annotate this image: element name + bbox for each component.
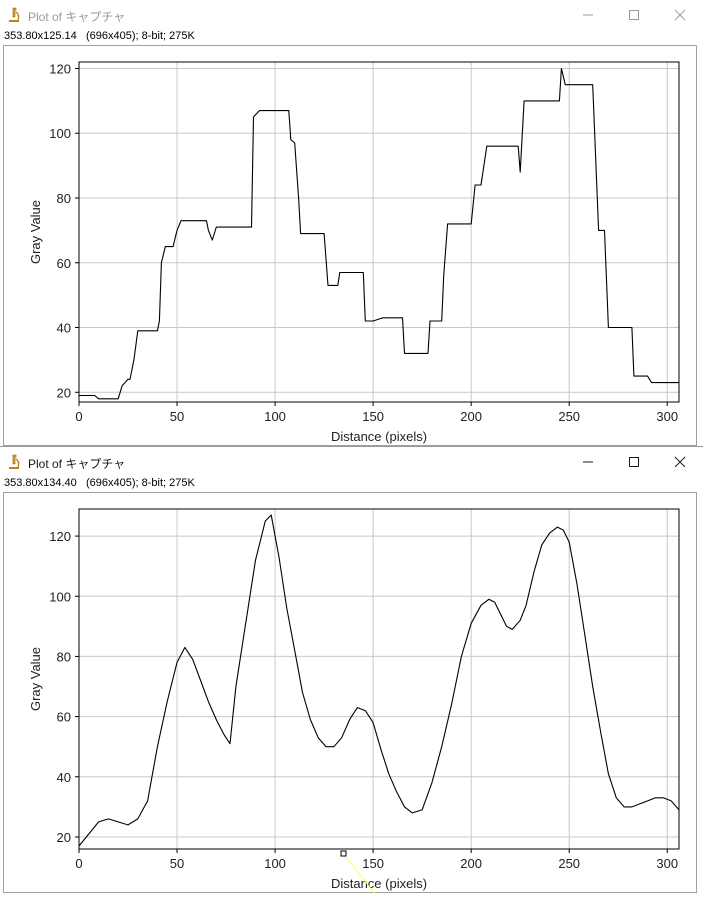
series-line <box>78 514 680 847</box>
x-tick-label: 50 <box>170 409 184 424</box>
image-info: 353.80x134.40 (696x405); 8-bit; 275K <box>4 477 195 489</box>
window-title: Plot of キャプチャ <box>28 457 126 471</box>
x-tick-label: 300 <box>656 409 678 424</box>
maximize-button[interactable] <box>611 0 657 30</box>
microscope-icon <box>9 7 20 22</box>
x-tick-label: 100 <box>264 409 286 424</box>
microscope-icon <box>9 454 20 469</box>
title-bar[interactable]: Plot of キャプチャ <box>0 447 703 477</box>
y-axis-label: Gray Value <box>28 200 43 264</box>
x-tick-label: 250 <box>558 856 580 871</box>
profile-plot[interactable]: 0 50 100 150 200 250 300 20 40 60 80 100 120 Distance… <box>0 0 703 446</box>
y-axis-label: Gray Value <box>28 647 43 711</box>
plot-window-2: Plot of キャプチャ 353.80x134.40 (696x405); 8… <box>0 446 703 893</box>
plot-area <box>78 508 680 850</box>
x-tick-label: 150 <box>362 409 384 424</box>
x-tick-label: 250 <box>558 409 580 424</box>
maximize-icon <box>629 457 639 467</box>
selection-line-marker <box>340 850 375 893</box>
x-tick-label: 50 <box>170 856 184 871</box>
minimize-icon <box>583 461 593 463</box>
x-tick-label: 150 <box>362 856 384 871</box>
plot-frame <box>3 492 697 893</box>
chart-layer: 0 50 100 150 200 250 300 20 40 60 80 100 120 Distance… <box>28 508 680 891</box>
chart-layer: 0 50 100 150 200 250 300 20 40 60 80 100 120 Distance… <box>28 61 680 444</box>
x-axis-label: Distance (pixels) <box>331 429 427 444</box>
y-tick-label: 100 <box>49 126 71 141</box>
plot-frame <box>3 45 697 446</box>
image-info: 353.80x125.14 (696x405); 8-bit; 275K <box>4 30 195 42</box>
x-tick-label: 200 <box>460 409 482 424</box>
y-tick-label: 120 <box>49 61 71 76</box>
close-button[interactable] <box>657 0 703 30</box>
maximize-button[interactable] <box>611 447 657 477</box>
x-tick-label: 200 <box>460 856 482 871</box>
y-tick-label: 40 <box>57 770 71 785</box>
y-tick-label: 40 <box>57 321 71 336</box>
y-tick-label: 20 <box>57 385 71 400</box>
maximize-icon <box>629 10 639 20</box>
plot-area <box>78 61 680 403</box>
y-tick-label: 60 <box>57 710 71 725</box>
y-tick-label: 100 <box>49 589 71 604</box>
y-tick-label: 80 <box>57 191 71 206</box>
x-tick-label: 0 <box>75 409 82 424</box>
plot-window-1: Plot of キャプチャ 353.80x125.14 (696x405); 8… <box>0 0 703 446</box>
y-tick-label: 20 <box>57 830 71 845</box>
x-axis-label: Distance (pixels) <box>331 876 427 891</box>
close-button[interactable] <box>657 447 703 477</box>
series-line <box>79 67 679 400</box>
title-bar[interactable]: Plot of キャプチャ <box>0 0 703 30</box>
window-title: Plot of キャプチャ <box>28 10 126 24</box>
x-tick-label: 0 <box>75 856 82 871</box>
minimize-button[interactable] <box>565 447 611 477</box>
minimize-icon <box>583 14 593 16</box>
x-tick-label: 300 <box>656 856 678 871</box>
y-tick-label: 80 <box>57 649 71 664</box>
close-icon <box>674 9 686 21</box>
minimize-button[interactable] <box>565 0 611 30</box>
profile-plot[interactable]: 0 50 100 150 200 250 300 20 40 60 80 100 120 Distance… <box>0 447 703 893</box>
y-tick-label: 60 <box>57 256 71 271</box>
x-tick-label: 100 <box>264 856 286 871</box>
y-tick-label: 120 <box>49 529 71 544</box>
close-icon <box>674 456 686 468</box>
